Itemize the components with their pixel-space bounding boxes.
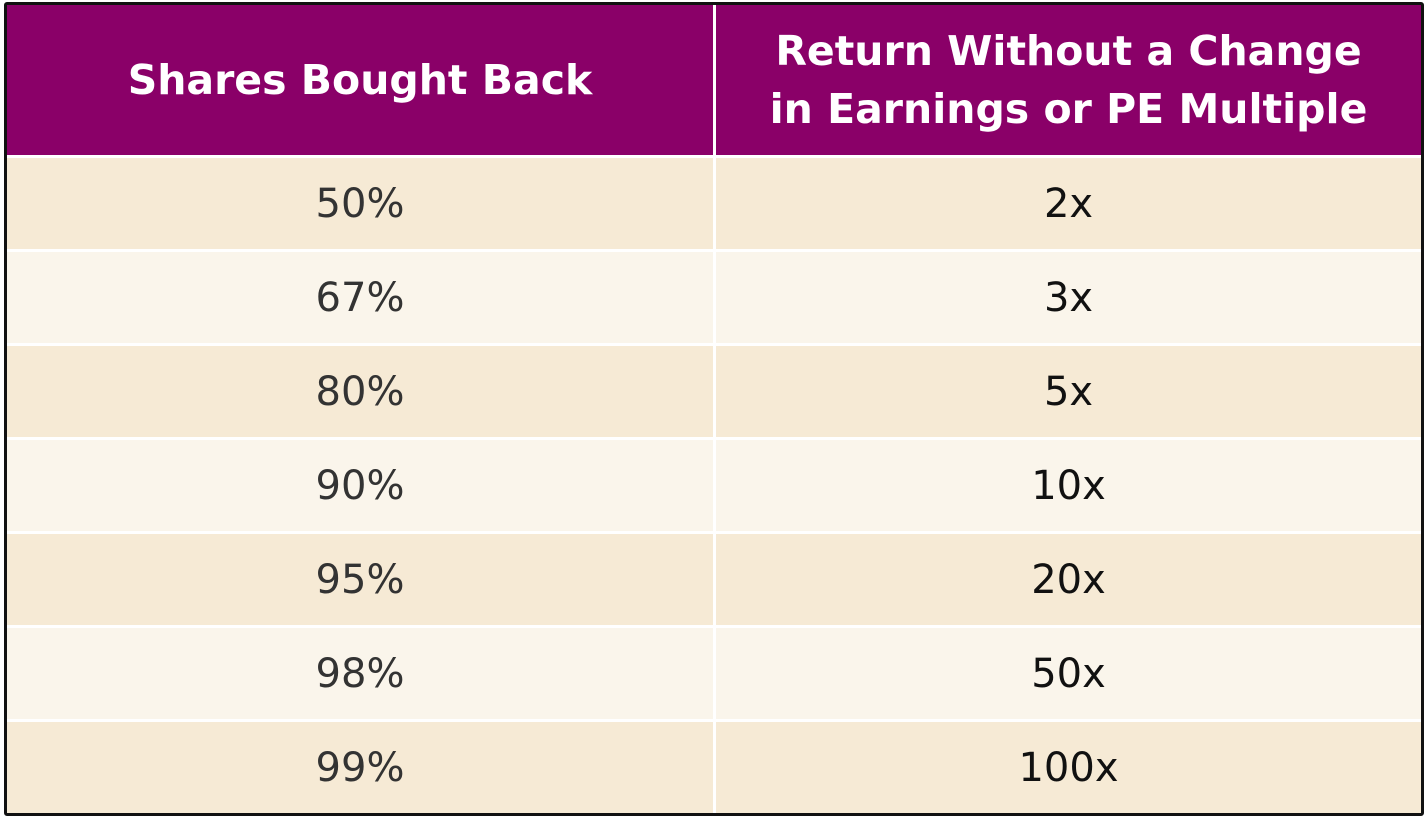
table-cell: 99%: [7, 722, 713, 813]
table-cell: 67%: [7, 252, 713, 343]
header-cell: Shares Bought Back: [7, 5, 713, 155]
header-cell: Return Without a Change in Earnings or PE…: [716, 5, 1421, 155]
table-cell: 100x: [716, 722, 1421, 813]
table-cell: 2x: [716, 158, 1421, 249]
table-cell: 10x: [716, 440, 1421, 531]
header-text: Shares Bought Back: [127, 56, 593, 104]
table: Shares Bought Back Return Without a Chang…: [7, 5, 1421, 813]
table-cell: 20x: [716, 534, 1421, 625]
table-frame: Shares Bought Back Return Without a Chang…: [4, 2, 1424, 816]
header-text: Return Without a Change: [775, 27, 1362, 75]
table-cell: 80%: [7, 346, 713, 437]
table-cell: 3x: [716, 252, 1421, 343]
table-cell: 50x: [716, 628, 1421, 719]
header-text: in Earnings or PE Multiple: [769, 85, 1368, 133]
table-cell: 95%: [7, 534, 713, 625]
table-cell: 90%: [7, 440, 713, 531]
table-cell: 5x: [716, 346, 1421, 437]
table-cell: 98%: [7, 628, 713, 719]
table-cell: 50%: [7, 158, 713, 249]
